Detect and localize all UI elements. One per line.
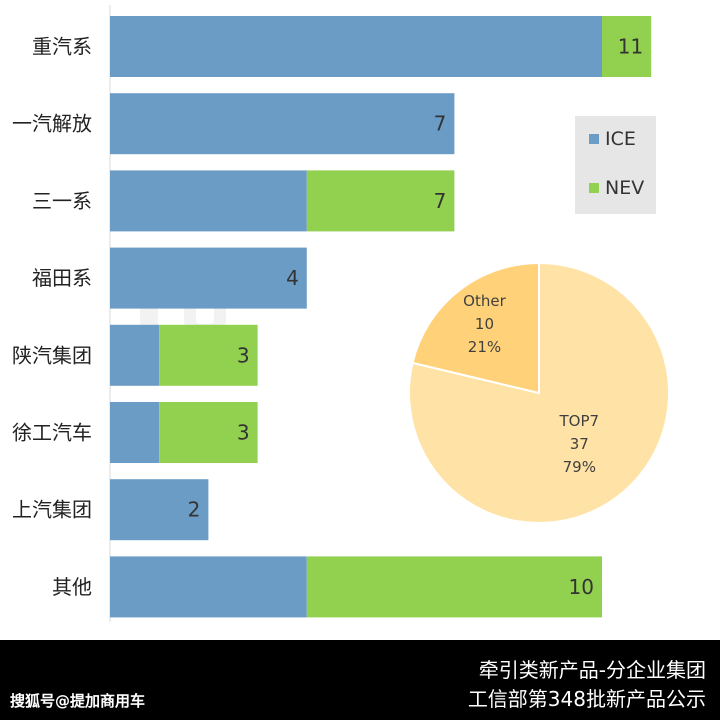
legend-label-nev: NEV <box>605 177 645 199</box>
bar-ice-0 <box>110 16 602 77</box>
pie-label-other-name: Other <box>463 292 506 310</box>
category-label-4: 陕汽集团 <box>12 343 92 367</box>
total-label-7: 10 <box>569 575 594 599</box>
pie-group: TOP7 37 79% Other 10 21% <box>408 261 670 524</box>
category-label-5: 徐工汽车 <box>12 421 92 445</box>
legend: ICE NEV <box>575 116 656 214</box>
bar-ice-7 <box>110 556 307 618</box>
total-label-2: 7 <box>434 189 447 213</box>
total-label-5: 3 <box>237 421 250 445</box>
legend-item-ice: ICE <box>589 128 636 150</box>
category-label-0: 重汽系 <box>32 35 92 59</box>
bar-nev-4 <box>159 324 258 386</box>
footer-credit: 搜狐号@提加商用车 <box>10 692 146 710</box>
bar-nev-5 <box>159 402 258 463</box>
bar-series-group: 重汽系 11 一汽解放 7 三一系 7 福田系 4 陕汽集团 3 徐工汽车 3 上汽集团 2 其他 10 <box>12 16 652 618</box>
category-label-3: 福田系 <box>32 266 92 290</box>
category-label-6: 上汽集团 <box>12 498 92 522</box>
total-label-4: 3 <box>237 343 250 367</box>
bar-ice-6 <box>110 479 209 541</box>
pie-label-top7-name: TOP7 <box>559 412 600 430</box>
category-label-7: 其他 <box>52 575 92 599</box>
bar-nev-2 <box>306 170 455 232</box>
total-label-1: 7 <box>434 112 447 136</box>
pie-label-top7-value: 37 <box>570 435 589 453</box>
pie-label-top7-percent: 79% <box>563 458 596 476</box>
total-label-6: 2 <box>188 498 201 522</box>
pie-label-other-value: 10 <box>475 315 494 333</box>
pie-label-other-percent: 21% <box>468 338 501 356</box>
bar-ice-5 <box>110 402 160 463</box>
bar-ice-4 <box>110 324 160 386</box>
bar-ice-3 <box>110 247 307 309</box>
pie-slice-other <box>411 261 540 395</box>
footer-banner: 牵引类新产品-分企业集团 工信部第348批新产品公示 搜狐号@提加商用车 <box>0 640 720 720</box>
category-label-1: 一汽解放 <box>12 112 92 136</box>
bar-nev-7 <box>306 556 602 618</box>
legend-label-ice: ICE <box>605 128 636 150</box>
bar-ice-1 <box>110 93 455 155</box>
pie-slice-top7 <box>408 261 670 524</box>
footer-title-line1: 牵引类新产品-分企业集团 <box>478 658 706 682</box>
total-label-0: 11 <box>618 35 643 59</box>
total-label-3: 4 <box>286 266 299 290</box>
bar-nev-0 <box>602 16 652 77</box>
legend-item-nev: NEV <box>589 177 644 199</box>
chart: 重汽系 11 一汽解放 7 三一系 7 福田系 4 陕汽集团 3 徐工汽车 3 上汽集团 2 其他 10 TO… <box>12 5 670 622</box>
category-label-2: 三一系 <box>32 189 92 213</box>
legend-swatch-ice <box>589 134 599 144</box>
footer-title-line2: 工信部第348批新产品公示 <box>467 687 706 711</box>
bar-ice-2 <box>110 170 307 232</box>
legend-swatch-nev <box>589 183 599 193</box>
